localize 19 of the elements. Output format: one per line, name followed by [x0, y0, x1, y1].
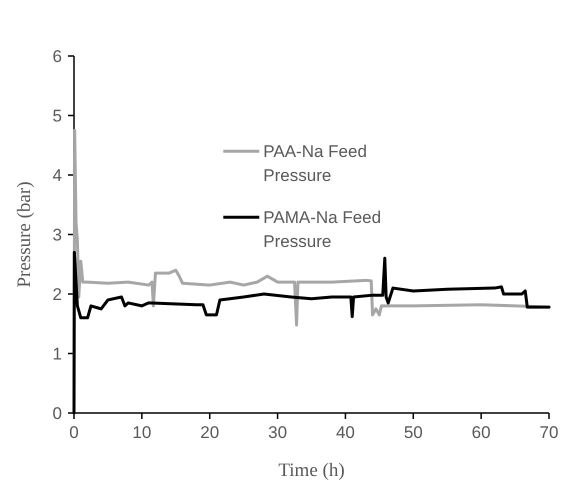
- legend-label: PAMA-Na Feed Pressure: [263, 208, 382, 252]
- y-axis-title: Pressure (bar): [14, 181, 35, 288]
- x-tick-label: 60: [472, 423, 491, 442]
- x-tick-label: 50: [404, 423, 423, 442]
- x-axis-title: Time (h): [278, 460, 345, 480]
- y-tick-label: 1: [52, 344, 62, 364]
- x-tick-label: 20: [200, 423, 220, 442]
- x-tick-label: 70: [540, 423, 558, 442]
- x-tick-label: 40: [336, 423, 355, 442]
- y-tick-label: 4: [52, 166, 62, 185]
- y-tick-label: 6: [52, 46, 62, 66]
- x-tick-label: 0: [69, 423, 79, 442]
- y-tick-label: 5: [52, 106, 62, 126]
- y-tick-label: 3: [52, 225, 62, 244]
- y-tick-label: 0: [52, 404, 62, 423]
- x-tick-label: 10: [132, 423, 152, 442]
- y-tick-label: 2: [52, 284, 62, 304]
- legend-label: PAA-Na Feed Pressure: [263, 142, 367, 186]
- x-tick-label: 30: [268, 423, 288, 442]
